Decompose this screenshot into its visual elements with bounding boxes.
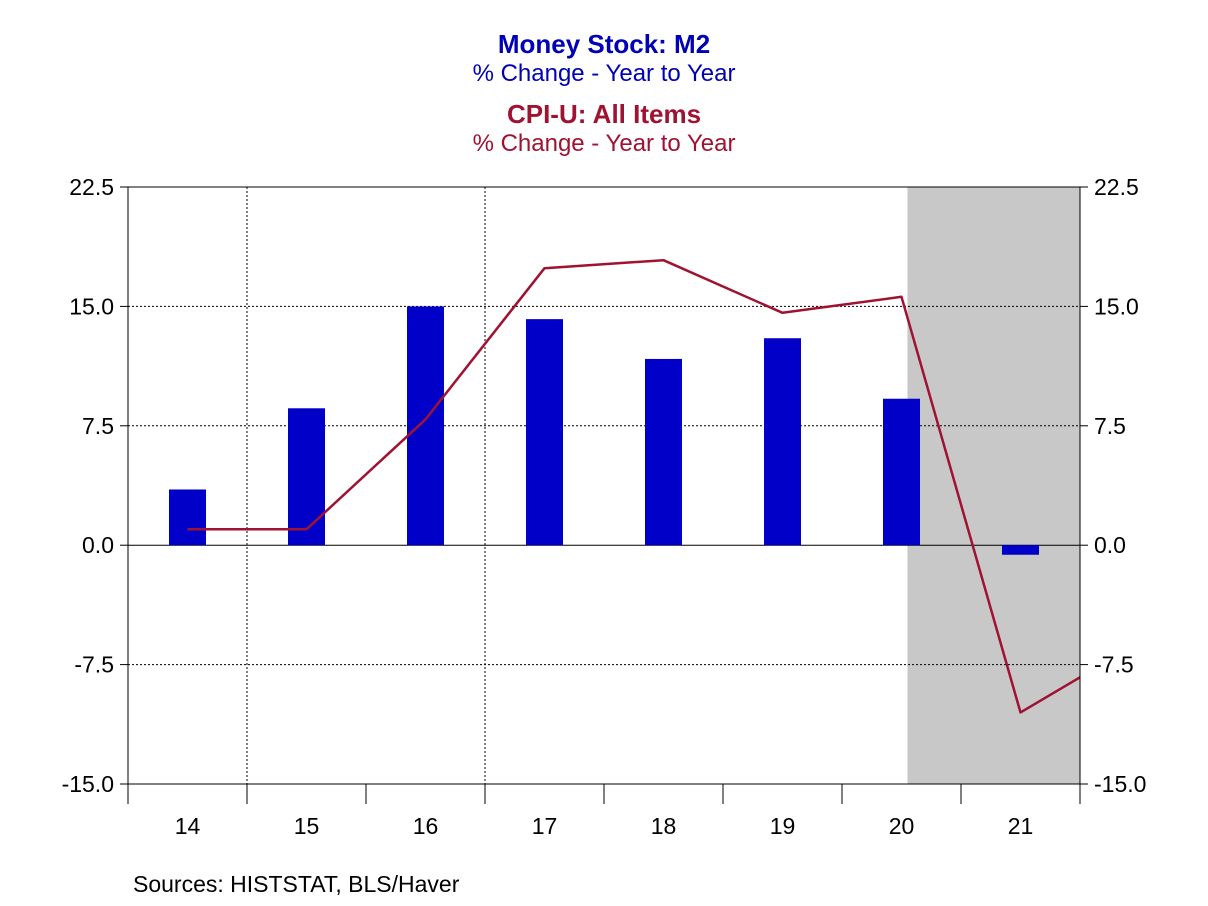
x-tick-label: 15 [294,813,320,839]
y-tick-label-left: 15.0 [69,293,114,319]
cpi-subtitle: % Change - Year to Year [472,130,736,157]
x-tick-label: 19 [770,813,796,839]
y-tick-label-left: -7.5 [74,652,114,678]
m2-bar [645,358,682,546]
x-tick-label: 20 [889,813,915,839]
source-note: Sources: HISTSTAT, BLS/Haver [133,871,460,897]
y-tick-label-right: 0.0 [1094,532,1126,558]
m2-bar [526,319,563,546]
y-tick-label-right: 15.0 [1094,293,1139,319]
m2-subtitle: % Change - Year to Year [472,60,736,87]
m2-title: Money Stock: M2 [497,29,711,59]
y-tick-label-left: 0.0 [82,532,114,558]
x-tick-label: 16 [413,813,439,839]
x-tick-label: 17 [532,813,558,839]
x-tick-label: 14 [175,813,201,839]
x-tick-label: 21 [1008,813,1034,839]
m2-bar [883,398,920,546]
y-tick-label-right: -7.5 [1094,652,1134,678]
m2-bar [407,306,444,546]
m2-bar [169,489,206,546]
cpi-line [187,258,1081,714]
y-tick-label-right: 7.5 [1094,413,1126,439]
shaded-region [907,187,1080,784]
m2-bar [764,338,801,546]
y-tick-label-left: 22.5 [69,174,114,200]
m2-bar [1002,545,1039,555]
y-tick-label-right: 22.5 [1094,174,1139,200]
chart-titles: Money Stock: M2 % Change - Year to Year … [0,28,1208,158]
cpi-title: CPI-U: All Items [506,99,702,129]
x-tick-label: 18 [651,813,677,839]
y-tick-label-right: -15.0 [1094,771,1146,797]
m2-bar [288,408,325,546]
y-tick-label-left: 7.5 [82,413,114,439]
y-tick-label-left: -15.0 [62,771,114,797]
